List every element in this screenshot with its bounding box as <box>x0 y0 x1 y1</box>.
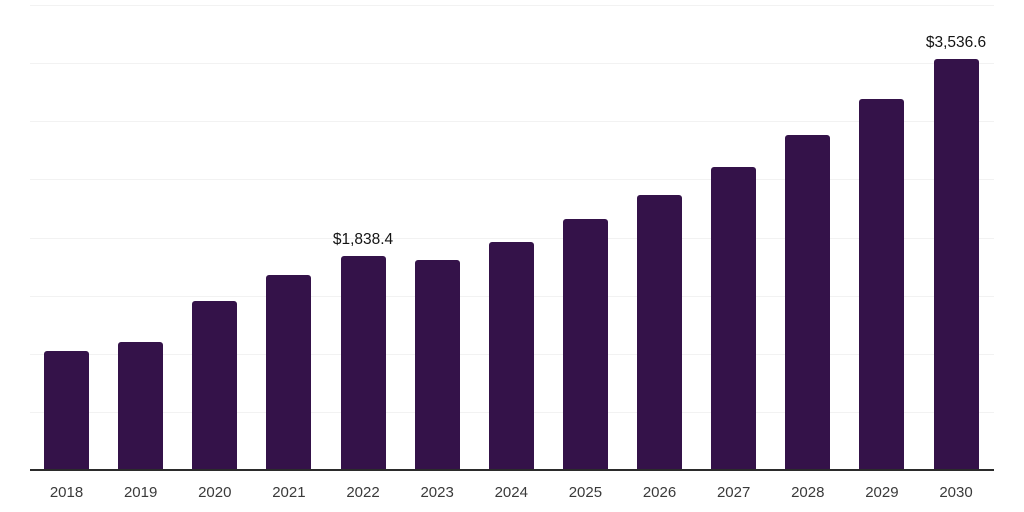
x-tick-2027: 2027 <box>716 484 751 501</box>
bar-2029 <box>859 98 905 470</box>
bar-2030 <box>933 58 979 470</box>
gridline <box>30 237 994 239</box>
x-tick-2018: 2018 <box>49 484 84 501</box>
x-tick-2022: 2022 <box>346 484 380 501</box>
gridline <box>30 121 994 123</box>
bar-2022 <box>340 256 386 470</box>
value-label-2030: $3,536.6 <box>925 33 987 51</box>
bar-2024 <box>488 241 534 470</box>
gridline <box>30 179 994 181</box>
x-tick-2023: 2023 <box>420 484 454 501</box>
bar-2023 <box>414 260 460 470</box>
x-tick-2028: 2028 <box>791 484 825 501</box>
x-tick-2019: 2019 <box>123 484 158 501</box>
bar-2025 <box>562 219 608 470</box>
gridline <box>30 63 994 65</box>
bar-2020 <box>192 301 238 470</box>
bar-2027 <box>711 167 757 470</box>
x-tick-2026: 2026 <box>642 484 677 501</box>
plot-area: $1,838.4 $3,536.6 <box>30 5 994 471</box>
x-axis-line <box>30 469 994 471</box>
bar-2026 <box>637 194 682 470</box>
x-tick-2025: 2025 <box>568 484 603 501</box>
x-tick-2024: 2024 <box>494 484 528 501</box>
x-axis-tick-labels: 2018 2019 2020 2021 2022 2023 2024 2025 2026 2027… <box>30 484 994 504</box>
bar-2021 <box>266 274 312 470</box>
bar-2018 <box>44 351 89 470</box>
x-tick-2029: 2029 <box>865 484 899 501</box>
bar-2019 <box>118 341 164 470</box>
bar-2028 <box>785 135 831 470</box>
x-tick-2021: 2021 <box>272 484 306 501</box>
x-tick-2030: 2030 <box>939 484 973 501</box>
x-tick-2020: 2020 <box>198 484 232 501</box>
value-label-2022: $1,838.4 <box>332 231 394 249</box>
gridline <box>30 5 994 6</box>
